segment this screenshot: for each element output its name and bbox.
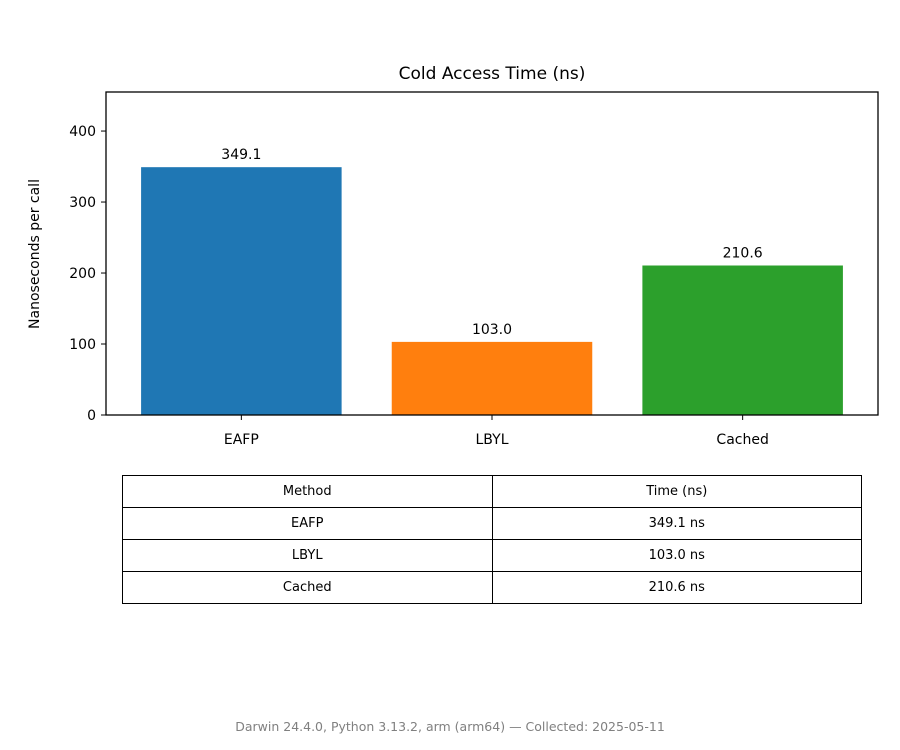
table-cell-time: 103.0 ns	[491, 539, 862, 572]
table-cell-time: 349.1 ns	[491, 507, 862, 540]
y-tick-label: 0	[87, 408, 96, 424]
y-tick-label: 200	[69, 266, 96, 282]
x-tick-label: EAFP	[224, 432, 259, 448]
table-row: Cached 210.6 ns	[122, 571, 862, 604]
table-header-method: Method	[122, 475, 493, 508]
bar-cached	[642, 265, 843, 415]
table-row: EAFP 349.1 ns	[122, 507, 862, 540]
bar-lbyl	[391, 341, 593, 415]
bar-chart: Cold Access Time (ns) Nanoseconds per ca…	[27, 64, 879, 448]
table-header-time: Time (ns)	[491, 475, 862, 508]
table-cell-method: Cached	[122, 571, 493, 604]
table-cell-method: EAFP	[122, 507, 493, 540]
plot-frame	[105, 91, 879, 416]
chart-title: Cold Access Time (ns)	[399, 64, 586, 84]
table-cell-time: 210.6 ns	[491, 571, 862, 604]
bar-eafp	[141, 167, 342, 415]
y-tick-label: 400	[69, 124, 96, 140]
x-tick-label: LBYL	[476, 432, 509, 448]
footer-system-info: Darwin 24.4.0, Python 3.13.2, arm (arm64…	[235, 719, 665, 734]
value-label-lbyl: 103.0	[472, 322, 512, 338]
table-cell-method: LBYL	[122, 539, 493, 572]
x-tick-label: Cached	[716, 432, 768, 448]
y-tick-label: 300	[69, 195, 96, 211]
table-header-row: Method Time (ns)	[122, 475, 862, 508]
y-axis-label: Nanoseconds per call	[27, 179, 43, 329]
y-tick-label: 100	[69, 337, 96, 353]
data-table: Method Time (ns) EAFP 349.1 ns LBYL 103.…	[122, 475, 862, 604]
value-label-eafp: 349.1	[221, 147, 261, 163]
table-row: LBYL 103.0 ns	[122, 539, 862, 572]
value-label-cached: 210.6	[723, 245, 763, 261]
